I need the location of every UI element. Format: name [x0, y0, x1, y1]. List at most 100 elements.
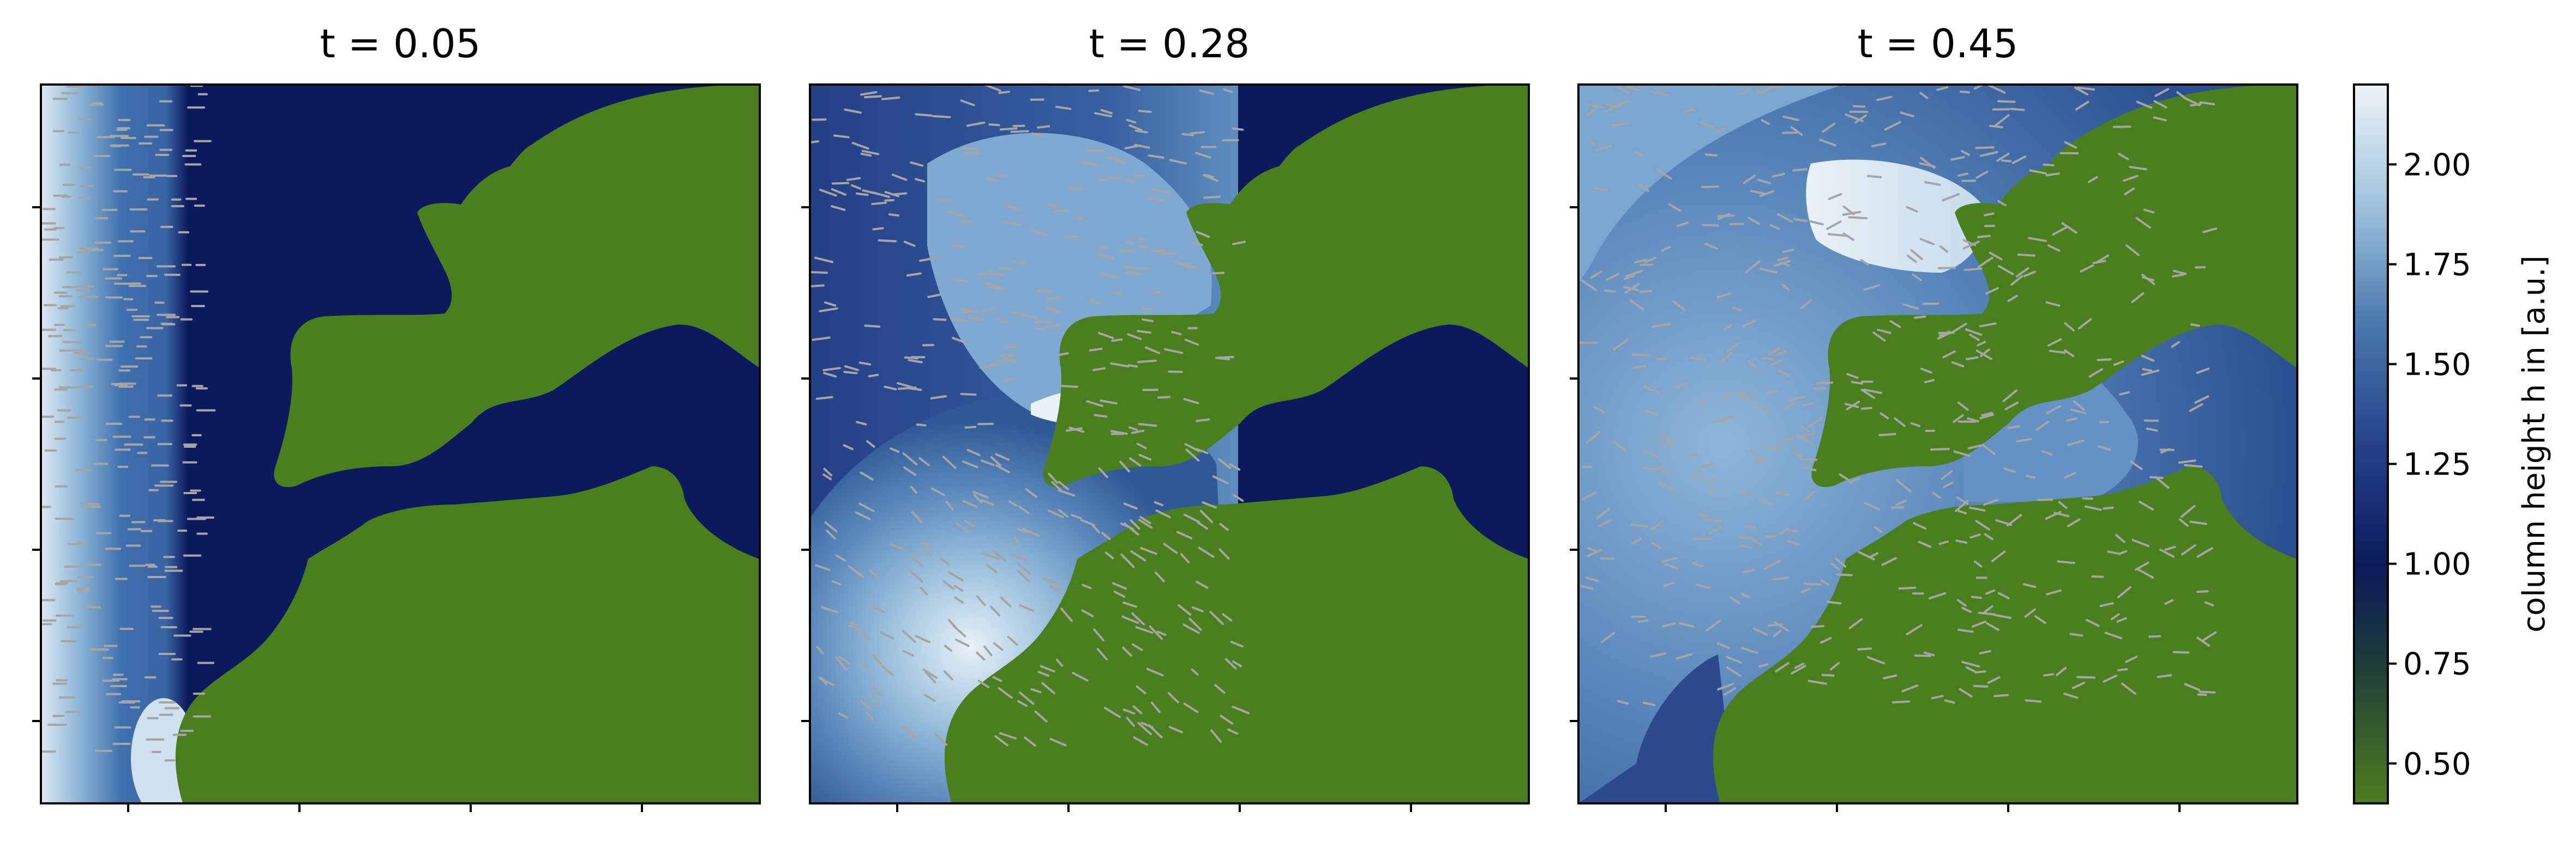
quiver-arrow: [1107, 158, 1119, 159]
quiver-arrow: [1899, 588, 1915, 589]
quiver-arrow: [833, 183, 848, 184]
colorbar-label: column height h in [a.u.]: [2517, 255, 2552, 633]
quiver-arrow: [1972, 597, 1981, 598]
quiver-arrow: [2143, 369, 2152, 371]
quiver-arrow: [1718, 215, 1734, 216]
quiver-arrow: [1995, 695, 2008, 696]
quiver-arrow: [2011, 109, 2024, 110]
quiver-arrow: [2174, 652, 2189, 653]
quiver-arrow: [980, 367, 989, 368]
quiver-arrow: [1852, 382, 1862, 383]
quiver-arrow: [917, 424, 926, 425]
quiver-arrow: [1974, 686, 1987, 687]
quiver-arrow: [1000, 361, 1017, 362]
quiver-arrow: [1099, 179, 1108, 181]
quiver-arrow: [1838, 574, 1852, 575]
quiver-arrow: [811, 272, 827, 273]
quiver-arrow: [916, 114, 932, 116]
quiver-arrow: [869, 375, 878, 376]
quiver-arrow: [1005, 379, 1014, 380]
quiver-arrow: [857, 194, 868, 195]
colorbar-tick-label: 2.00: [2403, 147, 2471, 183]
quiver-arrow: [2098, 359, 2110, 360]
quiver-arrow: [1006, 346, 1017, 347]
quiver-arrow: [1204, 197, 1220, 198]
quiver-arrow: [1191, 132, 1204, 134]
quiver-arrow: [1601, 558, 1614, 559]
quiver-arrow: [1233, 129, 1242, 130]
quiver-arrow: [1605, 291, 1615, 292]
panel-2-title: t = 0.28: [1089, 21, 1250, 67]
colorbar-tick-label: 1.50: [2403, 347, 2471, 383]
quiver-arrow: [2002, 160, 2010, 161]
quiver-arrow: [1709, 491, 1716, 492]
panel-3-map: [1578, 85, 2297, 803]
quiver-arrow: [1762, 358, 1773, 360]
panel-1-title: t = 0.05: [320, 21, 481, 67]
quiver-arrow: [879, 241, 896, 242]
quiver-arrow: [1746, 526, 1755, 527]
quiver-arrow: [1120, 250, 1133, 251]
colorbar-tick-label: 1.25: [2403, 447, 2471, 483]
quiver-arrow: [1850, 217, 1867, 218]
quiver-arrow: [1893, 701, 1909, 702]
colorbar-tick-label: 1.75: [2403, 248, 2471, 283]
quiver-arrow: [1978, 236, 1990, 237]
quiver-arrow: [1787, 530, 1798, 531]
quiver-arrow: [890, 214, 898, 215]
quiver-arrow: [1998, 101, 2014, 102]
colorbar-tick-label: 0.75: [2403, 647, 2471, 682]
quiver-arrow: [1822, 675, 1833, 676]
quiver-arrow: [962, 148, 978, 149]
quiver-arrow: [1892, 507, 1904, 508]
quiver-arrow: [1827, 602, 1840, 604]
quiver-arrow: [989, 124, 999, 125]
quiver-arrow: [1194, 243, 1202, 245]
quiver-arrow: [1858, 648, 1871, 650]
quiver-arrow: [2026, 700, 2041, 701]
quiver-arrow: [1047, 308, 1055, 309]
quiver-arrow: [1112, 339, 1121, 340]
quiver-arrow: [2019, 255, 2034, 256]
quiver-arrow: [1793, 169, 1806, 170]
quiver-arrow: [1979, 613, 1995, 615]
quiver-arrow: [2185, 465, 2202, 467]
quiver-arrow: [2070, 634, 2082, 635]
quiver-arrow: [1197, 419, 1209, 421]
quiver-arrow: [1773, 578, 1788, 579]
quiver-arrow: [1070, 188, 1085, 190]
quiver-arrow: [999, 92, 1009, 93]
quiver-arrow: [997, 175, 1006, 176]
quiver-arrow: [1138, 361, 1156, 362]
quiver-arrow: [1110, 177, 1121, 178]
quiver-arrow: [1095, 415, 1106, 417]
quiver-arrow: [933, 116, 950, 117]
panel-1-map: [41, 85, 760, 818]
quiver-arrow: [1142, 308, 1152, 309]
quiver-arrow: [1768, 624, 1781, 626]
colorbar-ticks: 0.500.751.001.251.501.752.00: [2388, 147, 2471, 782]
quiver-arrow: [1136, 131, 1147, 133]
quiver-arrow: [1764, 447, 1779, 448]
quiver-arrow: [1216, 358, 1229, 359]
quiver-arrow: [1639, 621, 1647, 622]
quiver-arrow: [1001, 128, 1017, 129]
quiver-arrow: [1066, 236, 1080, 238]
quiver-arrow: [1061, 386, 1077, 387]
quiver-arrow: [1812, 626, 1823, 627]
quiver-arrow: [810, 141, 818, 142]
quiver-arrow: [1862, 408, 1871, 409]
quiver-arrow: [2197, 591, 2208, 592]
quiver-arrow: [865, 326, 879, 327]
quiver-arrow: [1055, 210, 1068, 211]
quiver-arrow: [1965, 269, 1981, 271]
colorbar: [2354, 85, 2388, 803]
quiver-arrow: [894, 193, 906, 194]
quiver-arrow: [2083, 498, 2092, 499]
quiver-arrow: [1099, 247, 1107, 248]
quiver-arrow: [1814, 388, 1825, 389]
quiver-arrow: [1002, 355, 1013, 356]
quiver-arrow: [1632, 525, 1647, 526]
quiver-arrow: [2191, 325, 2199, 326]
